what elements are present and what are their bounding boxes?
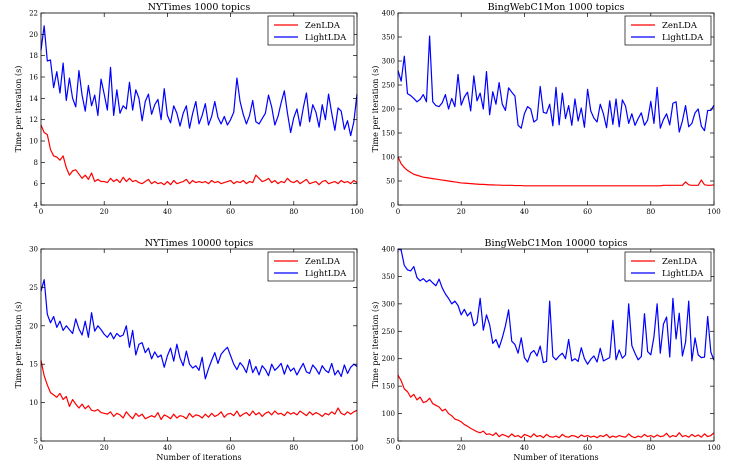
legend-label: ZenLDA [662,21,698,31]
series-line-lightlda [397,248,715,365]
series-line-zenlda [397,156,715,187]
y-tick-label: 12 [29,116,38,124]
legend: ZenLDA LightLDA [624,251,712,282]
chart-title: NYTimes 10000 topics [145,238,254,249]
y-tick-label: 150 [382,130,395,138]
y-tick-label: 400 [382,10,395,18]
legend-label: LightLDA [305,269,347,279]
y-tick-label: 30 [29,246,38,254]
legend-label: LightLDA [662,33,704,43]
y-tick-label: 18 [29,52,38,60]
y-axis-label: Time per iteration (s) [371,66,380,153]
y-tick-label: 50 [386,438,395,446]
y-tick-label: 250 [382,328,395,336]
y-tick-label: 15 [29,361,38,369]
x-tick-label: 100 [350,444,363,452]
x-tick-label: 0 [396,444,400,452]
x-axis-label: Number of iterations [513,453,598,462]
y-axis-label: Time per iteration (s) [14,302,23,389]
y-tick-label: 6 [34,180,39,188]
x-tick-label: 80 [289,444,298,452]
x-tick-label: 100 [707,444,720,452]
x-tick-label: 40 [520,444,529,452]
plot-frame [40,248,358,442]
y-tick-label: 8 [34,159,38,167]
x-tick-label: 0 [39,208,43,216]
legend-label: ZenLDA [305,257,341,267]
y-tick-label: 4 [34,202,39,210]
legend-label: ZenLDA [305,21,341,31]
x-tick-label: 80 [289,208,298,216]
x-tick-label: 80 [646,444,655,452]
y-axis-label: Time per iteration (s) [14,66,23,153]
x-tick-label: 60 [583,208,592,216]
y-tick-label: 350 [382,273,395,281]
chart-title: BingWebC1Mon 1000 topics [488,2,625,13]
chart-panel-1: NYTimes 1000 topics 0 20 40 60 80 100 4 6 8 10 12 14… [14,2,364,216]
chart-panel-4: BingWebC1Mon 10000 topics 0 20 40 60 80 100 50 1… [371,238,721,462]
plot-frame [397,248,715,442]
y-tick-label: 100 [382,154,395,162]
x-tick-label: 100 [707,208,720,216]
series-line-zenlda [40,360,358,421]
x-tick-label: 80 [646,208,655,216]
y-tick-label: 5 [34,438,38,446]
series-line-lightlda [40,25,358,137]
x-tick-label: 20 [100,444,109,452]
y-tick-label: 250 [382,82,395,90]
y-tick-label: 22 [29,10,38,18]
y-tick-label: 200 [382,106,395,114]
legend-box [624,251,712,282]
series-line-zenlda [397,374,715,439]
x-tick-label: 40 [163,444,172,452]
legend-label: LightLDA [662,269,704,279]
y-tick-label: 150 [382,383,395,391]
y-axis-label: Time per iteration (s) [371,302,380,389]
x-tick-label: 20 [100,208,109,216]
legend-label: ZenLDA [662,257,698,267]
legend: ZenLDA LightLDA [267,251,355,282]
x-tick-label: 40 [163,208,172,216]
y-tick-label: 0 [391,202,395,210]
legend-box [267,15,355,46]
chart-panel-2: BingWebC1Mon 1000 topics 0 20 40 60 80 100 0 50 1… [371,2,721,216]
y-tick-label: 200 [382,355,395,363]
y-tick-label: 350 [382,34,395,42]
x-tick-label: 0 [396,208,400,216]
x-tick-label: 60 [226,208,235,216]
y-tick-label: 400 [382,246,395,254]
legend-label: LightLDA [305,33,347,43]
y-tick-label: 16 [29,74,38,82]
x-tick-label: 100 [350,208,363,216]
y-tick-label: 20 [29,31,38,39]
series-line-zenlda [40,124,358,186]
x-axis-label: Number of iterations [156,453,241,462]
x-tick-label: 60 [226,444,235,452]
x-tick-label: 40 [520,208,529,216]
y-tick-label: 10 [29,138,38,146]
y-tick-label: 50 [386,178,395,186]
legend-box [267,251,355,282]
x-tick-label: 0 [39,444,43,452]
y-tick-label: 300 [382,58,395,66]
y-tick-label: 20 [29,322,38,330]
series-line-lightlda [397,35,715,133]
chart-title: BingWebC1Mon 10000 topics [485,238,628,249]
y-tick-label: 100 [382,410,395,418]
y-tick-label: 300 [382,300,395,308]
legend: ZenLDA LightLDA [267,15,355,46]
x-tick-label: 20 [457,208,466,216]
x-tick-label: 60 [583,444,592,452]
legend-box [624,15,712,46]
x-tick-label: 20 [457,444,466,452]
chart-panel-3: NYTimes 10000 topics 0 20 40 60 80 100 5 10 15 20 2… [14,238,364,462]
y-tick-label: 14 [29,95,38,103]
y-tick-label: 10 [29,399,38,407]
series-line-lightlda [40,279,358,380]
y-tick-label: 25 [29,284,38,292]
legend: ZenLDA LightLDA [624,15,712,46]
chart-title: NYTimes 1000 topics [148,2,251,13]
plot-frame [40,12,358,206]
